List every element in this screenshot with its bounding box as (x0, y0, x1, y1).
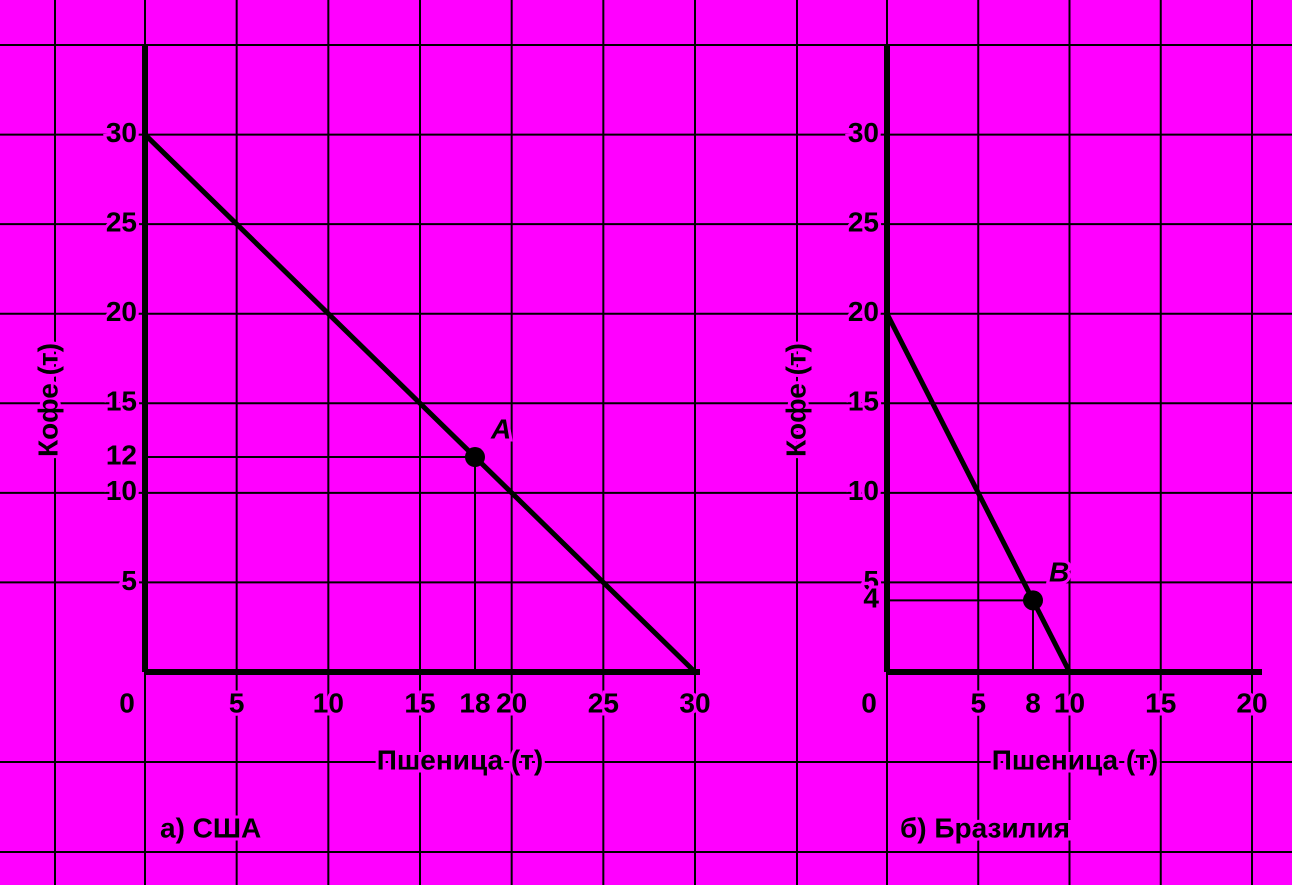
y-tick-label: 15 (848, 386, 879, 417)
x-tick-label: 0 (861, 687, 877, 718)
point (465, 447, 485, 468)
y-tick-label: 10 (848, 475, 879, 506)
x-tick-label: 5 (229, 687, 245, 718)
y-tick-label: 5 (863, 565, 879, 596)
x-tick-label: 15 (404, 687, 435, 718)
x-axis-label: Пшеница (т) (992, 744, 1158, 775)
y-tick-label: 25 (106, 207, 137, 238)
y-tick-label: 25 (848, 207, 879, 238)
caption: б) Бразилия (900, 812, 1070, 843)
y-tick-label: 4 (863, 583, 879, 614)
x-axis-label: Пшеница (т) (377, 744, 543, 775)
x-tick-label: 30 (679, 687, 710, 718)
ppf-line (884, 312, 1072, 674)
x-tick-label: 0 (119, 687, 135, 718)
y-tick-label: 20 (106, 296, 137, 327)
x-tick-label: 5 (970, 687, 986, 718)
x-tick-label: 25 (588, 687, 619, 718)
y-tick-label: 15 (106, 386, 137, 417)
x-tick-label: 18 (459, 687, 490, 718)
point (1023, 590, 1043, 611)
x-tick-label: 10 (313, 687, 344, 718)
y-tick-label: 30 (106, 117, 137, 148)
x-tick-label: 20 (1236, 687, 1267, 718)
y-tick-label: 5 (121, 565, 137, 596)
y-axis-label: Кофе (т) (780, 343, 811, 457)
y-tick-label: 10 (106, 475, 137, 506)
point-label: B (1049, 557, 1069, 588)
y-tick-label: 30 (848, 117, 879, 148)
ppf-line (143, 132, 697, 674)
caption: а) США (160, 812, 261, 843)
point-label: A (490, 413, 511, 444)
y-tick-label: 12 (106, 439, 137, 470)
y-tick-label: 20 (848, 296, 879, 327)
x-tick-label: 10 (1054, 687, 1085, 718)
x-tick-label: 20 (496, 687, 527, 718)
x-tick-label: 8 (1025, 687, 1041, 718)
x-tick-label: 15 (1145, 687, 1176, 718)
y-axis-label: Кофе (т) (32, 343, 63, 457)
